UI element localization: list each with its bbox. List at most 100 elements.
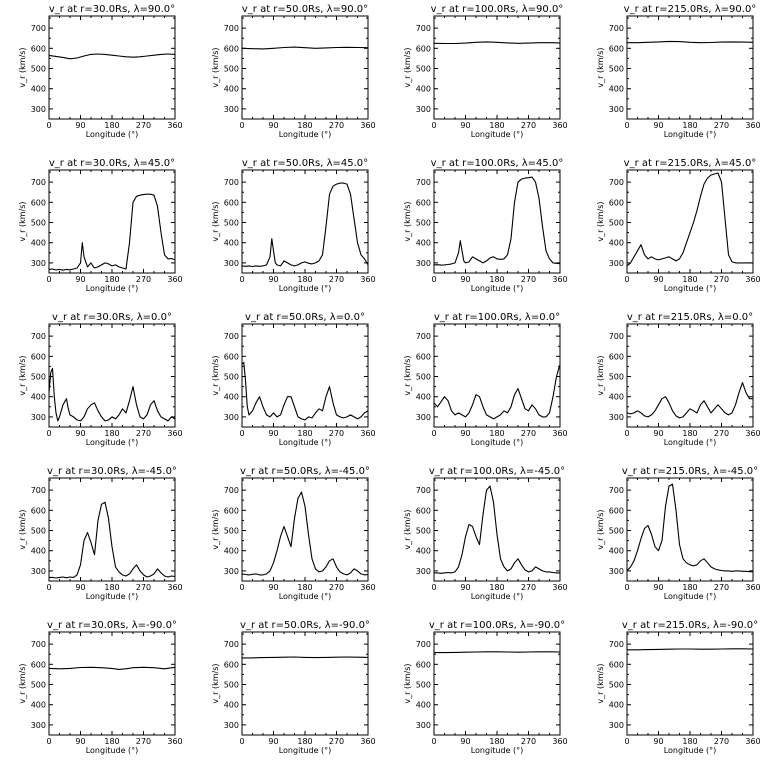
y-axis-label: v_r (km/s) xyxy=(403,663,412,703)
x-tick-label: 180 xyxy=(297,121,312,130)
x-tick-label: 270 xyxy=(136,583,151,592)
x-tick-label: 360 xyxy=(552,275,567,284)
y-tick-label: 500 xyxy=(31,219,46,228)
y-tick-label: 500 xyxy=(416,219,431,228)
series-line xyxy=(48,367,176,422)
y-tick-label: 300 xyxy=(31,105,46,114)
x-tick-label: 180 xyxy=(104,737,119,746)
y-axis-label: v_r (km/s) xyxy=(211,201,220,241)
y-tick-label: 600 xyxy=(609,660,624,669)
x-tick-label: 360 xyxy=(745,429,760,438)
x-tick-label: 0 xyxy=(239,737,244,746)
chart-panel: v_r at r=215.0Rs, λ=90.0° 0 90 180 270 360 300… xyxy=(596,4,761,139)
y-axis-label: v_r (km/s) xyxy=(211,355,220,395)
y-tick-label: 700 xyxy=(416,24,431,33)
panel-title: v_r at r=50.0Rs, λ=0.0° xyxy=(245,312,365,323)
plot-frame xyxy=(626,169,754,274)
x-tick-label: 90 xyxy=(75,737,85,746)
y-tick-label: 300 xyxy=(416,259,431,268)
chart-panel: v_r at r=215.0Rs, λ=45.0° 0 90 180 270 360 300… xyxy=(596,158,761,293)
plot-frame xyxy=(433,631,561,736)
series-line xyxy=(241,491,369,576)
panel-title: v_r at r=100.0Rs, λ=-90.0° xyxy=(429,620,565,631)
series-line xyxy=(241,182,369,268)
y-tick-label: 400 xyxy=(31,701,46,710)
x-tick-label: 360 xyxy=(360,275,375,284)
x-axis-label: Longitude (°) xyxy=(86,130,139,139)
panel-title: v_r at r=215.0Rs, λ=45.0° xyxy=(624,158,757,169)
y-tick-label: 400 xyxy=(609,393,624,402)
plot-frame xyxy=(48,15,176,120)
y-tick-label: 300 xyxy=(416,721,431,730)
y-tick-label: 300 xyxy=(31,567,46,576)
y-tick-label: 700 xyxy=(31,486,46,495)
chart-panel: v_r at r=30.0Rs, λ=-45.0° 0 90 180 270 360 300… xyxy=(18,466,183,601)
series-line xyxy=(241,361,369,421)
y-tick-label: 300 xyxy=(224,413,239,422)
x-axis-label: Longitude (°) xyxy=(664,130,717,139)
x-tick-label: 180 xyxy=(104,275,119,284)
chart-panel: v_r at r=100.0Rs, λ=0.0° 0 90 180 270 360 300 4… xyxy=(403,312,568,447)
x-tick-label: 180 xyxy=(489,275,504,284)
x-axis-label: Longitude (°) xyxy=(664,284,717,293)
series-line xyxy=(627,648,754,651)
x-tick-label: 90 xyxy=(653,583,663,592)
x-axis-label: Longitude (°) xyxy=(471,130,524,139)
x-tick-label: 270 xyxy=(714,583,729,592)
y-tick-label: 500 xyxy=(31,65,46,74)
x-tick-label: 90 xyxy=(268,121,278,130)
y-tick-label: 600 xyxy=(31,660,46,669)
plot-frame xyxy=(241,477,369,582)
x-tick-label: 270 xyxy=(714,275,729,284)
x-tick-label: 360 xyxy=(360,737,375,746)
y-tick-label: 700 xyxy=(224,178,239,187)
x-tick-label: 360 xyxy=(745,121,760,130)
y-tick-label: 500 xyxy=(224,219,239,228)
panel-title: v_r at r=30.0Rs, λ=-90.0° xyxy=(47,620,177,631)
x-tick-label: 270 xyxy=(521,583,536,592)
series-line xyxy=(626,483,753,573)
y-tick-label: 700 xyxy=(609,24,624,33)
y-tick-label: 700 xyxy=(224,24,239,33)
x-tick-label: 0 xyxy=(46,121,51,130)
panel-title: v_r at r=30.0Rs, λ=90.0° xyxy=(49,4,175,15)
x-tick-label: 90 xyxy=(268,737,278,746)
y-tick-label: 300 xyxy=(416,105,431,114)
y-tick-label: 600 xyxy=(31,198,46,207)
x-tick-label: 270 xyxy=(136,429,151,438)
panel-title: v_r at r=30.0Rs, λ=-45.0° xyxy=(47,466,177,477)
y-tick-label: 600 xyxy=(609,506,624,515)
x-tick-label: 360 xyxy=(552,429,567,438)
y-tick-label: 600 xyxy=(416,660,431,669)
x-tick-label: 180 xyxy=(297,737,312,746)
x-axis-label: Longitude (°) xyxy=(86,284,139,293)
y-tick-label: 300 xyxy=(31,259,46,268)
x-tick-label: 180 xyxy=(104,429,119,438)
y-tick-label: 500 xyxy=(31,681,46,690)
x-tick-label: 360 xyxy=(167,429,182,438)
x-tick-label: 180 xyxy=(489,429,504,438)
y-tick-label: 500 xyxy=(609,527,624,536)
y-tick-label: 600 xyxy=(609,44,624,53)
x-tick-label: 270 xyxy=(714,737,729,746)
series-line xyxy=(48,193,176,271)
y-tick-label: 400 xyxy=(609,701,624,710)
panel-title: v_r at r=30.0Rs, λ=45.0° xyxy=(49,158,175,169)
x-axis-label: Longitude (°) xyxy=(279,130,332,139)
plot-frame xyxy=(48,323,176,428)
y-tick-label: 400 xyxy=(224,393,239,402)
y-tick-label: 400 xyxy=(31,85,46,94)
y-tick-label: 600 xyxy=(224,660,239,669)
x-tick-label: 0 xyxy=(239,583,244,592)
x-tick-label: 90 xyxy=(75,429,85,438)
y-tick-label: 600 xyxy=(416,198,431,207)
x-tick-label: 90 xyxy=(268,429,278,438)
x-tick-label: 180 xyxy=(489,737,504,746)
chart-panel: v_r at r=30.0Rs, λ=-90.0° 0 90 180 270 360 300… xyxy=(18,620,183,755)
chart-panel: v_r at r=50.0Rs, λ=45.0° 0 90 180 270 360 300 4… xyxy=(211,158,376,293)
y-axis-label: v_r (km/s) xyxy=(403,201,412,241)
x-tick-label: 360 xyxy=(167,275,182,284)
x-axis-label: Longitude (°) xyxy=(86,746,139,755)
y-tick-label: 700 xyxy=(416,332,431,341)
